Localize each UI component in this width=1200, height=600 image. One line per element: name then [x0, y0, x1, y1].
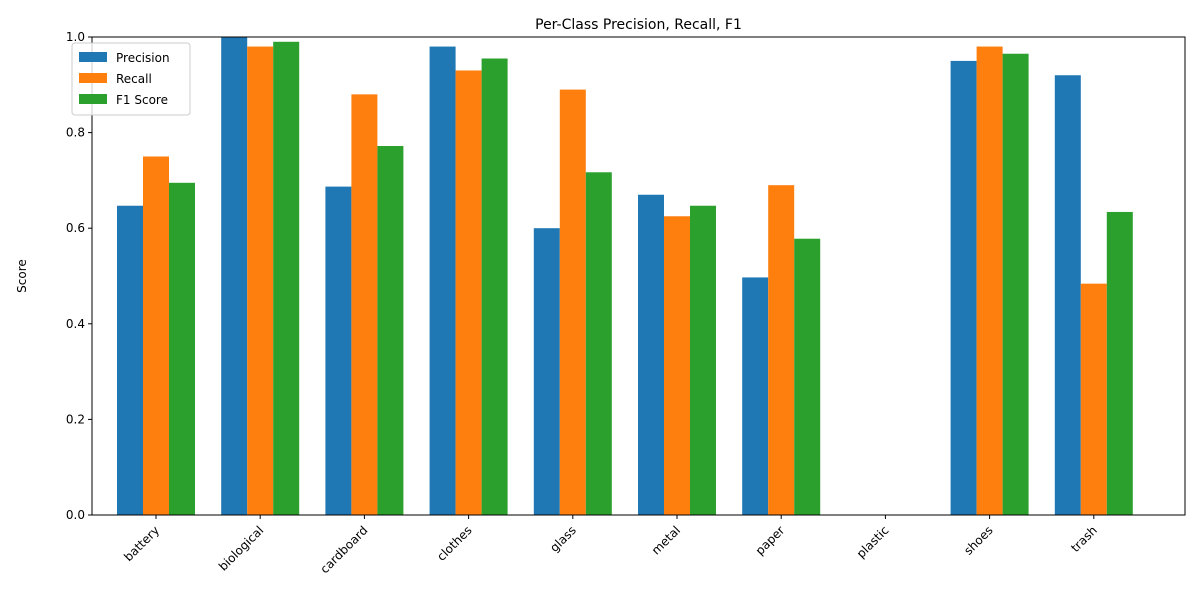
x-tick-label-plastic: plastic	[854, 523, 892, 561]
bar-clothes-recall	[455, 70, 482, 516]
bar-biological-recall	[247, 46, 274, 516]
legend-swatch-f1-score	[79, 94, 107, 104]
y-tick-label: 0.6	[66, 221, 85, 235]
x-tick-label-biological: biological	[216, 523, 266, 573]
bar-cardboard-precision	[325, 186, 352, 515]
bar-shoes-precision	[950, 60, 977, 516]
bar-paper-precision	[742, 277, 769, 515]
bar-trash-recall	[1080, 283, 1107, 515]
x-tick-label-metal: metal	[649, 523, 683, 557]
bar-biological-f1-score	[273, 41, 300, 515]
bar-paper-recall	[768, 185, 795, 515]
bar-glass-f1-score	[585, 172, 612, 516]
bar-metal-f1-score	[690, 205, 716, 515]
x-tick-label-trash: trash	[1068, 523, 1100, 555]
y-axis-ticks: 0.0 0.2 0.4 0.6 0.8 1.0	[66, 30, 92, 522]
bar-battery-precision	[117, 205, 143, 515]
bar-metal-recall	[664, 216, 690, 515]
y-tick-label: 0.2	[66, 412, 85, 426]
bar-trash-f1-score	[1106, 211, 1133, 515]
bar-cardboard-recall	[351, 94, 378, 516]
legend-swatch-recall	[79, 73, 107, 83]
bar-battery-f1-score	[169, 182, 195, 516]
x-tick-label-cardboard: cardboard	[318, 523, 371, 576]
bar-trash-precision	[1054, 75, 1081, 516]
bar-shoes-f1-score	[1002, 53, 1029, 515]
chart-title: Per-Class Precision, Recall, F1	[535, 17, 742, 33]
bar-biological-precision	[221, 37, 248, 515]
bars-group	[117, 37, 1133, 516]
y-tick-label: 0.4	[66, 317, 85, 331]
bar-clothes-f1-score	[481, 58, 508, 515]
y-tick-label: 0.8	[66, 126, 85, 140]
bar-cardboard-f1-score	[377, 145, 404, 515]
legend: Precision Recall F1 Score	[71, 42, 191, 116]
legend-label-f1-score: F1 Score	[116, 93, 168, 107]
bar-metal-precision	[638, 194, 664, 516]
x-tick-label-battery: battery	[121, 523, 162, 564]
y-axis-label: Score	[15, 259, 29, 293]
x-axis-ticks: battery biological cardboard clothes glass me…	[121, 515, 1100, 576]
legend-label-precision: Precision	[116, 51, 170, 65]
bar-shoes-recall	[976, 46, 1003, 516]
legend-swatch-precision	[79, 52, 107, 62]
x-tick-label-shoes: shoes	[961, 523, 996, 558]
x-tick-label-paper: paper	[753, 523, 788, 558]
bar-battery-recall	[143, 156, 169, 515]
plot-frame	[91, 36, 1186, 516]
bar-glass-precision	[533, 228, 560, 515]
bar-clothes-precision	[429, 46, 456, 516]
bar-paper-f1-score	[794, 238, 821, 515]
bar-glass-recall	[559, 89, 586, 515]
y-tick-label: 1.0	[66, 30, 85, 44]
legend-label-recall: Recall	[116, 72, 152, 86]
x-tick-label-clothes: clothes	[434, 523, 474, 563]
y-tick-label: 0.0	[66, 508, 85, 522]
x-tick-label-glass: glass	[547, 523, 579, 555]
